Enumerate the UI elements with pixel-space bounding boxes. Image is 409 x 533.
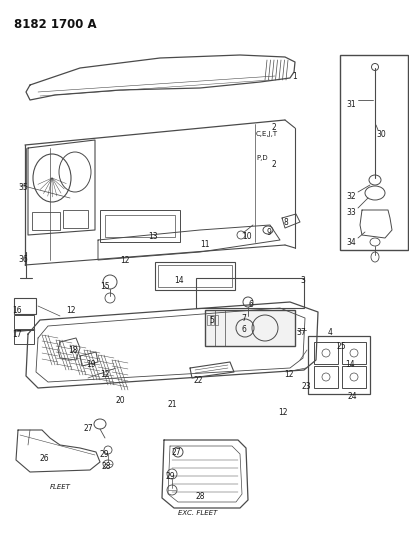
Text: 28: 28 — [196, 492, 205, 501]
Bar — [155, 262, 234, 290]
Text: P,D: P,D — [255, 155, 267, 161]
Text: 12: 12 — [283, 370, 293, 379]
Text: 18: 18 — [68, 346, 77, 355]
Text: 16: 16 — [12, 306, 22, 315]
Text: 12: 12 — [277, 408, 287, 417]
Bar — [14, 298, 36, 314]
Text: 2: 2 — [271, 123, 276, 132]
Text: 27: 27 — [172, 448, 181, 457]
Text: 6: 6 — [241, 325, 246, 334]
Text: 17: 17 — [12, 330, 22, 339]
Bar — [204, 310, 294, 346]
Text: 12: 12 — [100, 370, 109, 379]
Text: 5: 5 — [209, 316, 213, 325]
Text: 32: 32 — [345, 192, 355, 201]
Text: 8182 1700 A: 8182 1700 A — [14, 18, 97, 31]
Text: 35: 35 — [18, 183, 28, 192]
Bar — [214, 315, 218, 325]
Text: 13: 13 — [148, 232, 157, 241]
Text: 24: 24 — [347, 392, 357, 401]
Bar — [341, 342, 365, 364]
Text: 15: 15 — [100, 282, 109, 291]
Bar — [196, 278, 303, 308]
Text: 9: 9 — [266, 228, 271, 237]
Text: 33: 33 — [345, 208, 355, 217]
Bar — [307, 336, 369, 394]
Bar — [313, 366, 337, 388]
Text: 31: 31 — [345, 100, 355, 109]
Text: 3: 3 — [299, 276, 304, 285]
Text: FLEET: FLEET — [50, 484, 71, 490]
Text: EXC. FLEET: EXC. FLEET — [178, 510, 217, 516]
Bar — [105, 215, 175, 237]
Text: 23: 23 — [301, 382, 311, 391]
Text: 10: 10 — [241, 232, 251, 241]
Text: 29: 29 — [100, 450, 109, 459]
Text: 30: 30 — [375, 130, 385, 139]
Text: 27: 27 — [84, 424, 93, 433]
Text: 28: 28 — [102, 462, 111, 471]
Text: C,E,J,T: C,E,J,T — [255, 131, 277, 137]
Text: 2: 2 — [271, 160, 276, 169]
Bar — [157, 265, 231, 287]
Text: 25: 25 — [336, 342, 346, 351]
Text: 1: 1 — [291, 72, 296, 81]
Bar — [14, 315, 34, 329]
Text: 6: 6 — [248, 300, 253, 309]
Bar — [32, 212, 60, 230]
Text: 7: 7 — [240, 314, 245, 323]
Bar — [63, 210, 88, 228]
Text: 21: 21 — [168, 400, 177, 409]
Text: 8: 8 — [283, 218, 288, 227]
Text: 19: 19 — [86, 360, 95, 369]
Text: 29: 29 — [166, 472, 175, 481]
Text: 26: 26 — [40, 454, 49, 463]
Bar — [100, 210, 180, 242]
Text: 4: 4 — [327, 328, 332, 337]
Text: 20: 20 — [116, 396, 125, 405]
Text: 22: 22 — [193, 376, 203, 385]
Bar — [313, 342, 337, 364]
Text: 12: 12 — [120, 256, 129, 265]
Bar — [14, 330, 34, 344]
Bar — [211, 315, 213, 325]
Bar — [341, 366, 365, 388]
Text: 37: 37 — [295, 328, 305, 337]
Text: 14: 14 — [344, 360, 354, 369]
Text: 12: 12 — [66, 306, 75, 315]
Text: 36: 36 — [18, 255, 28, 264]
Text: 11: 11 — [200, 240, 209, 249]
Bar — [207, 315, 209, 325]
Bar — [339, 55, 407, 250]
Text: 34: 34 — [345, 238, 355, 247]
Text: 14: 14 — [173, 276, 183, 285]
